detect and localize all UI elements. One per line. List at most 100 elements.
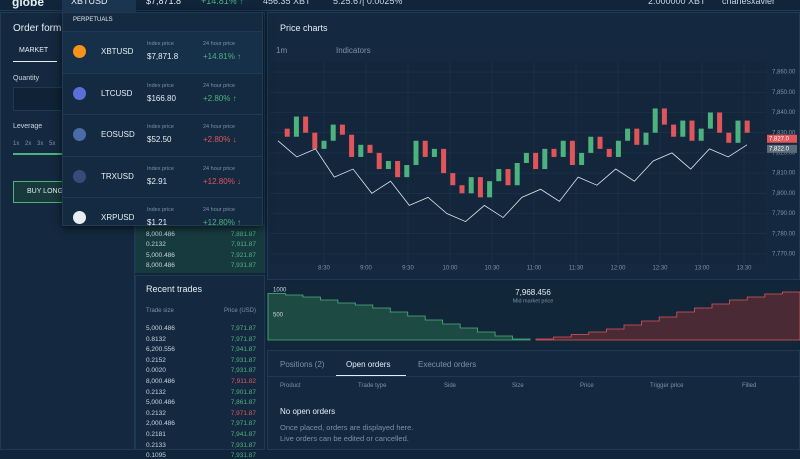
leverage-option[interactable]: 2x xyxy=(25,141,32,147)
order-price: 7,931.87 xyxy=(230,261,256,269)
header-balance: 2.000000 XBT xyxy=(648,0,706,6)
indicators-button[interactable]: Indicators xyxy=(336,46,371,55)
index-price: $52.50 xyxy=(147,135,172,144)
trade-size: 0.2132 xyxy=(146,409,166,417)
coin-icon xyxy=(73,169,86,183)
trade-size: 0.1095 xyxy=(146,452,166,459)
market-tab[interactable]: MARKET xyxy=(19,47,49,54)
column-header: Trigger price xyxy=(650,383,684,389)
header-user[interactable]: charlesxavier xyxy=(722,0,776,6)
instrument-symbol: TRXUSD xyxy=(101,171,134,181)
order-book-tint xyxy=(136,223,264,273)
order-form-title: Order form xyxy=(13,23,62,34)
instrument-row[interactable]: TRXUSD Index price $2.91 24 hour price +12.8… xyxy=(63,155,262,198)
column-header: Price (USD) xyxy=(223,308,256,314)
coin-icon xyxy=(73,45,86,58)
orders-tab[interactable]: Positions (2) xyxy=(280,360,325,369)
trade-size: 0.2181 xyxy=(146,431,166,438)
depth-y-label: 500 xyxy=(273,313,284,319)
trade-price: 7,971.87 xyxy=(230,420,256,428)
column-header: Trade size xyxy=(146,308,174,314)
ask-depth xyxy=(535,291,800,341)
trade-price: 7,971.87 xyxy=(230,325,256,332)
active-tab-underline xyxy=(336,375,406,376)
quantity-label: Quantity xyxy=(13,75,40,82)
change-label: 24 hour price xyxy=(203,165,236,172)
header-funding: | 0.0025% xyxy=(362,0,403,6)
trade-price: 7,941.87 xyxy=(230,346,256,354)
index-label: Index price xyxy=(147,82,174,89)
trade-price: 7,971.87 xyxy=(230,335,256,343)
trade-size: 6,200.556 xyxy=(146,346,175,354)
recent-trades-title: Recent trades xyxy=(146,284,203,294)
instrument-row[interactable]: XBTUSD Index price $7,871.8 24 hour price +1… xyxy=(63,31,262,73)
change-label: 24 hour price xyxy=(203,41,236,47)
trade-size: 0.2133 xyxy=(146,441,166,449)
depth-bg xyxy=(267,282,800,346)
trade-price: 7,941.87 xyxy=(230,431,256,438)
symbol-selector[interactable]: XBT USD, 1 ▾ xyxy=(290,69,337,78)
orders-tab[interactable]: Executed orders xyxy=(418,360,477,369)
bid-depth xyxy=(267,293,531,341)
column-header: Price xyxy=(580,383,594,389)
mid-price: 7,968.456 xyxy=(515,288,551,297)
index-label: Index price xyxy=(147,207,174,213)
trade-price: 7,901.87 xyxy=(230,388,256,396)
instrument-row[interactable]: EOSUSD Index price $52.50 24 hour price +2.8… xyxy=(63,114,262,156)
trade-size: 5,000.486 xyxy=(146,399,175,407)
volume-value: 201.903k xyxy=(364,84,391,91)
order-size: 5,000.486 xyxy=(146,251,175,259)
column-header: Side xyxy=(444,383,457,389)
index-price: $166.80 xyxy=(147,93,176,103)
order-price: 7,911.87 xyxy=(231,241,256,249)
instrument-dropdown: PERPETUALS XBTUSD Index price $7,871.8 24 ho… xyxy=(62,12,263,227)
trade-price: 7,861.87 xyxy=(230,399,256,407)
change-value: +12.80% ↓ xyxy=(203,176,242,186)
order-price: 7,921.87 xyxy=(230,251,256,259)
tabs-divider xyxy=(268,376,800,377)
orders-tab[interactable]: Open orders xyxy=(346,360,391,369)
trade-price: 7,931.87 xyxy=(230,367,256,375)
trade-size: 0.8132 xyxy=(146,335,166,343)
order-size: 8,000.486 xyxy=(146,231,175,238)
change-value: +2.80% ↑ xyxy=(203,93,237,103)
column-header: Size xyxy=(512,383,524,389)
orders-panel: Positions (2) Open orders Executed orders P… xyxy=(267,350,800,450)
instrument-row[interactable]: XRPUSD Index price $1.21 24 hour price +12.8… xyxy=(63,197,262,239)
recent-trades-panel: Recent trades Trade size Price (USD) 5,000.… xyxy=(135,275,265,459)
column-header: Filled xyxy=(742,383,757,389)
dropdown-symbol[interactable]: XBTUSD xyxy=(62,0,136,12)
volume-label: Volume (20) xyxy=(278,84,314,91)
leverage-option[interactable]: 5x xyxy=(49,141,56,147)
price-chart-title: Price charts xyxy=(280,23,328,33)
header-change: +14.81% ↑ xyxy=(201,0,244,6)
change-label: 24 hour price xyxy=(203,124,236,130)
leverage-option[interactable]: 1x xyxy=(13,141,20,147)
header-price: $7,871.8 xyxy=(146,0,182,6)
volume-na: n/a xyxy=(394,84,404,91)
leverage-slider-fill xyxy=(13,153,63,155)
coin-icon xyxy=(73,128,86,141)
empty-text: Once placed, orders are displayed here. xyxy=(280,423,414,432)
trade-price: 7,911.82 xyxy=(231,378,256,385)
price-change: -12121.00 (-0.12%) xyxy=(394,69,459,78)
trade-price: 7,931.87 xyxy=(230,356,256,364)
logo: globe xyxy=(12,0,44,9)
trade-size: 5,000.486 xyxy=(146,325,175,332)
order-size: 8,000.486 xyxy=(146,261,175,269)
coin-icon xyxy=(73,86,86,100)
leverage-label: Leverage xyxy=(13,123,43,130)
coin-icon xyxy=(73,211,86,224)
index-label: Index price xyxy=(147,165,174,172)
instrument-symbol: EOSUSD xyxy=(101,130,135,139)
interval-button[interactable]: 1m xyxy=(276,46,288,55)
change-value: +12.80% ↑ xyxy=(203,218,242,227)
leverage-option[interactable]: 3x xyxy=(37,141,44,147)
instrument-row[interactable]: LTCUSD Index price $166.80 24 hour price +2.… xyxy=(63,72,262,115)
index-price: $7,871.8 xyxy=(147,52,179,61)
change-value: +2.80% ↓ xyxy=(203,135,237,144)
trade-size: 0.2152 xyxy=(146,356,166,364)
trade-price: 7,931.87 xyxy=(230,452,256,459)
